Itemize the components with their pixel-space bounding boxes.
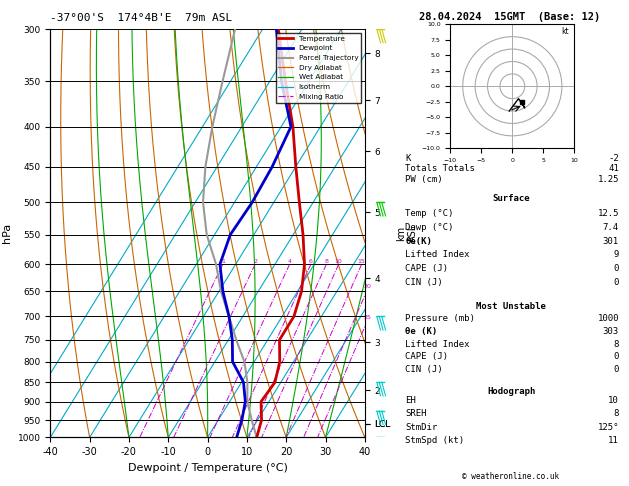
Text: 28.04.2024  15GMT  (Base: 12): 28.04.2024 15GMT (Base: 12) [419, 12, 600, 22]
Text: CAPE (J): CAPE (J) [406, 264, 448, 274]
Text: PW (cm): PW (cm) [406, 175, 443, 184]
Text: EH: EH [406, 396, 416, 405]
Text: -2: -2 [608, 154, 619, 163]
Text: 125°: 125° [598, 423, 619, 432]
Text: θe (K): θe (K) [406, 327, 438, 336]
Text: θe(K): θe(K) [406, 237, 432, 245]
Text: 20: 20 [364, 284, 372, 289]
Text: 11: 11 [608, 436, 619, 445]
Text: 0: 0 [614, 264, 619, 274]
Y-axis label: km
ASL: km ASL [396, 224, 418, 243]
Text: 6: 6 [309, 259, 313, 264]
Text: 12.5: 12.5 [598, 209, 619, 218]
Text: 0: 0 [614, 365, 619, 374]
Text: CIN (J): CIN (J) [406, 278, 443, 287]
Text: SREH: SREH [406, 409, 427, 418]
Text: 0: 0 [614, 352, 619, 362]
Text: 10: 10 [608, 396, 619, 405]
Text: Hodograph: Hodograph [487, 387, 535, 396]
Legend: Temperature, Dewpoint, Parcel Trajectory, Dry Adiabat, Wet Adiabat, Isotherm, Mi: Temperature, Dewpoint, Parcel Trajectory… [276, 33, 361, 103]
Text: 1.25: 1.25 [598, 175, 619, 184]
Text: 8: 8 [614, 340, 619, 348]
Text: Lifted Index: Lifted Index [406, 250, 470, 260]
Text: 1: 1 [221, 259, 225, 264]
Text: 15: 15 [358, 259, 365, 264]
Text: 0: 0 [614, 278, 619, 287]
Text: 301: 301 [603, 237, 619, 245]
Text: 7.4: 7.4 [603, 223, 619, 232]
Text: Dewp (°C): Dewp (°C) [406, 223, 454, 232]
Text: Pressure (mb): Pressure (mb) [406, 314, 476, 323]
Text: 4: 4 [287, 259, 292, 264]
Text: Surface: Surface [493, 194, 530, 203]
Text: kt: kt [562, 27, 569, 35]
Text: StmSpd (kt): StmSpd (kt) [406, 436, 465, 445]
Text: Most Unstable: Most Unstable [476, 302, 546, 311]
Text: 303: 303 [603, 327, 619, 336]
Y-axis label: hPa: hPa [2, 223, 12, 243]
Text: Totals Totals: Totals Totals [406, 164, 476, 174]
Text: 1000: 1000 [598, 314, 619, 323]
Text: 2: 2 [253, 259, 257, 264]
Text: Temp (°C): Temp (°C) [406, 209, 454, 218]
Text: CIN (J): CIN (J) [406, 365, 443, 374]
Text: K: K [406, 154, 411, 163]
Text: Lifted Index: Lifted Index [406, 340, 470, 348]
X-axis label: Dewpoint / Temperature (°C): Dewpoint / Temperature (°C) [128, 463, 287, 473]
Text: -37°00'S  174°4B'E  79m ASL: -37°00'S 174°4B'E 79m ASL [50, 13, 233, 23]
Text: © weatheronline.co.uk: © weatheronline.co.uk [462, 472, 559, 481]
Text: StmDir: StmDir [406, 423, 438, 432]
Text: 9: 9 [614, 250, 619, 260]
Text: 8: 8 [614, 409, 619, 418]
Text: CAPE (J): CAPE (J) [406, 352, 448, 362]
Text: 10: 10 [335, 259, 343, 264]
Text: 41: 41 [608, 164, 619, 174]
Text: 25: 25 [364, 314, 372, 319]
Text: 8: 8 [325, 259, 328, 264]
